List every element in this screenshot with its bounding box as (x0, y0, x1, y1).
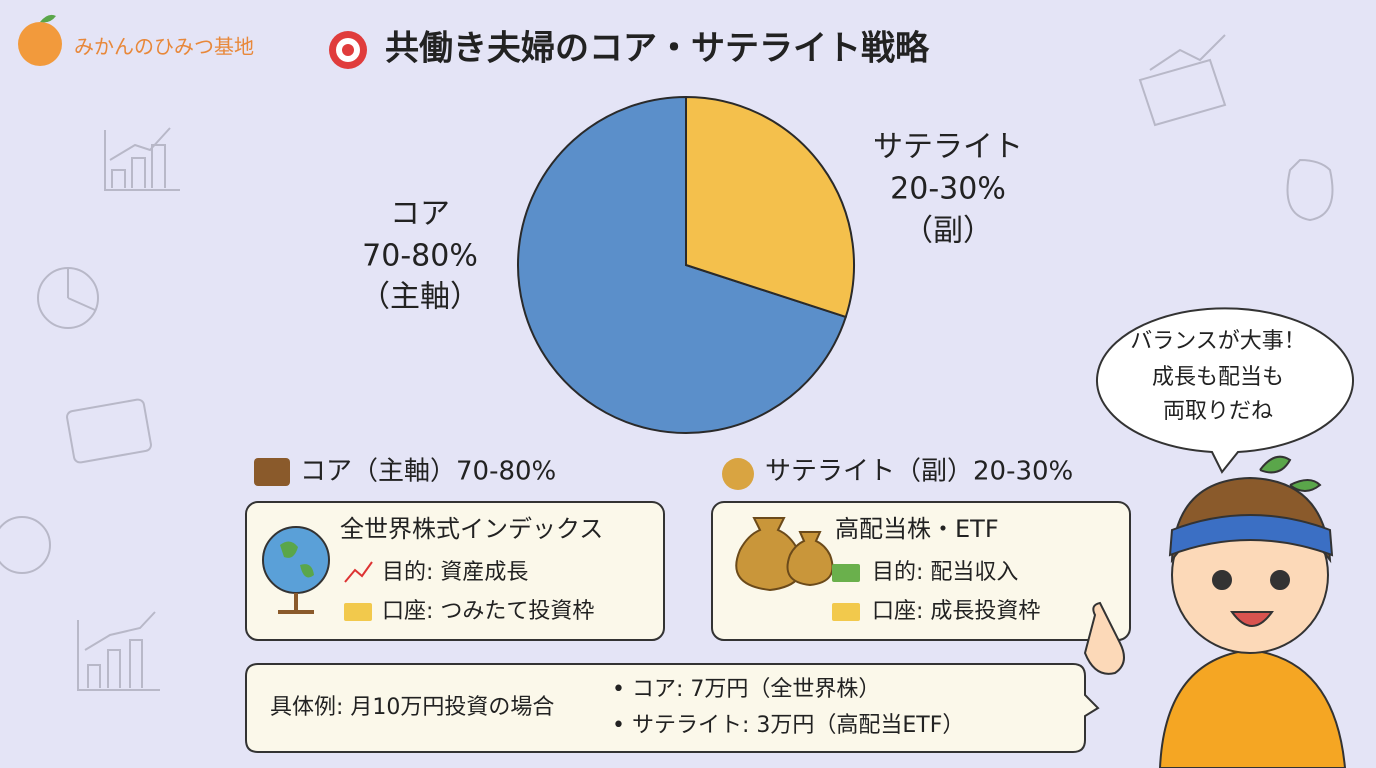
card-purpose: 目的: 配当収入 (872, 560, 1018, 585)
speech-text: バランスが大事！ 成長も配当も 両取りだね (1130, 329, 1306, 424)
slice-range: 20-30% (890, 172, 1006, 207)
card-purpose: 目的: 資産成長 (382, 560, 528, 585)
card-account: 口座: 成長投資枠 (872, 599, 1040, 624)
pie-labels: コア 70-80% （主軸） サテライト 20-30% （副） (360, 130, 1023, 315)
card-heading: サテライト（副）20-30% (765, 457, 1073, 487)
cash-icon (832, 564, 860, 582)
speech-bubble (1096, 307, 1354, 474)
globe-icon (262, 526, 330, 614)
chart-icon (344, 561, 373, 583)
card-title: 全世界株式インデックス (340, 515, 603, 543)
card-icon (344, 603, 372, 621)
background-doodles (0, 34, 1334, 691)
briefcase-icon (254, 458, 290, 486)
example-item: • コア: 7万円（全世界株） (612, 677, 880, 702)
card-icon (832, 603, 860, 621)
slice-name: サテライト (873, 130, 1023, 165)
speech-line: 成長も配当も (1152, 365, 1284, 390)
example-label: 具体例: 月10万円投資の場合 (270, 695, 554, 720)
slice-role: （主軸） (360, 280, 480, 315)
example-box (245, 663, 1100, 753)
slice-range: 70-80% (362, 239, 478, 274)
speech-line: 両取りだね (1163, 399, 1273, 424)
character (1083, 455, 1347, 768)
card-account: 口座: つみたて投資枠 (382, 599, 594, 624)
speech-line: バランスが大事！ (1130, 329, 1306, 354)
slice-role: （副） (903, 214, 993, 249)
brand-logo (18, 22, 62, 66)
target-icon (329, 31, 367, 69)
moneybags-icon (735, 517, 834, 592)
card-heading: コア（主軸）70-80% (300, 457, 556, 487)
pie-chart (517, 95, 855, 434)
brand: みかんのひみつ基地 (74, 35, 254, 59)
example-item: • サテライト: 3万円（高配当ETF） (612, 713, 964, 738)
pie-slice (517, 95, 848, 434)
slice-name: コア (390, 197, 450, 232)
moneybag-icon (722, 458, 754, 490)
card-title: 高配当株・ETF (835, 515, 999, 543)
pie-slice (685, 95, 855, 319)
title: 共働き夫婦のコア・サテライト戦略 (385, 29, 930, 69)
brand-leaf (40, 14, 56, 23)
